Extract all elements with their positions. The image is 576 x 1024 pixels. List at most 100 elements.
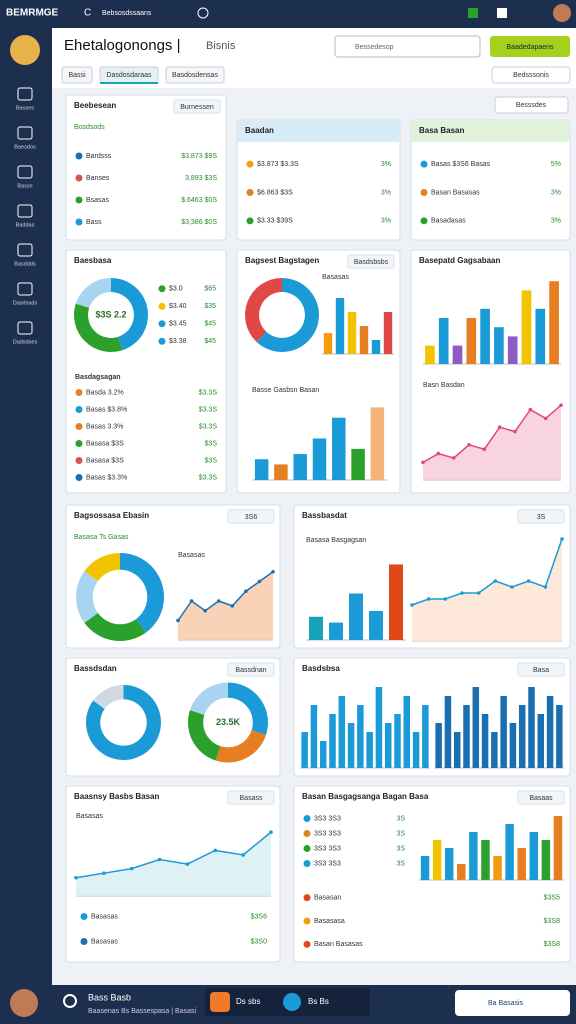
bar — [481, 714, 489, 768]
action-icon[interactable] — [283, 993, 301, 1011]
bar — [359, 326, 369, 354]
card-action[interactable] — [347, 254, 395, 269]
bar — [338, 696, 346, 768]
search-box[interactable] — [334, 35, 481, 58]
nav-icon[interactable] — [17, 165, 33, 179]
sidebar — [0, 28, 52, 1024]
nav-label[interactable]: Baesdos — [14, 144, 36, 150]
nav-label[interactable]: Basse — [17, 183, 32, 189]
nav-label[interactable]: Baddas — [16, 222, 35, 228]
search-icon[interactable] — [63, 994, 77, 1008]
user-avatar[interactable] — [553, 4, 571, 22]
row-value: $3.3S — [199, 406, 218, 413]
card-action-label[interactable]: 3S — [537, 514, 546, 521]
tab[interactable] — [61, 66, 93, 84]
bar — [412, 732, 420, 768]
nav-icon[interactable] — [17, 321, 33, 335]
tab-label[interactable]: Bassi — [68, 72, 86, 79]
app-icon[interactable] — [468, 8, 478, 18]
card-action-label[interactable]: Basaas — [529, 795, 553, 802]
profile-avatar[interactable] — [10, 35, 40, 65]
row-label: $3.873 $3.3S — [257, 161, 299, 168]
primary-button[interactable] — [490, 36, 570, 57]
bar — [329, 622, 343, 640]
donut-segment — [75, 278, 111, 308]
bar — [546, 696, 554, 768]
card-action[interactable] — [227, 662, 275, 677]
filter-button[interactable] — [491, 66, 571, 84]
bar — [438, 318, 449, 364]
point — [543, 585, 548, 589]
status-icon[interactable] — [197, 7, 209, 19]
nav-icon[interactable] — [17, 87, 33, 101]
row-value: 3% — [551, 218, 561, 225]
card-action[interactable] — [517, 662, 565, 677]
bar — [521, 290, 532, 364]
row-icon — [420, 217, 428, 225]
card-action[interactable] — [517, 509, 565, 524]
card — [65, 249, 227, 494]
donut-segment — [120, 553, 164, 633]
row-label: 3S3 3S3 — [314, 830, 341, 837]
card-action-label[interactable]: Bassdnan — [235, 667, 266, 674]
bar — [422, 705, 429, 768]
area — [76, 832, 271, 896]
card-action[interactable] — [517, 790, 565, 805]
row-value: 3% — [381, 161, 391, 168]
card-title: Bassbasdat — [302, 511, 347, 520]
row-icon — [75, 440, 83, 447]
card-action-label[interactable]: Basdsbsbs — [354, 259, 389, 266]
nav-label[interactable]: Basses — [16, 105, 34, 111]
card-action[interactable] — [227, 790, 275, 805]
card-action-label[interactable]: Basass — [240, 795, 263, 802]
point — [543, 416, 548, 421]
bar — [383, 312, 393, 354]
point — [460, 591, 464, 595]
action-icon[interactable] — [210, 992, 230, 1012]
row-label: Basan Basasas — [431, 189, 480, 196]
tab-label[interactable]: Dasdosdaraas — [106, 72, 152, 79]
row-value: $3S — [205, 457, 218, 464]
filter-button[interactable] — [494, 96, 569, 114]
row-label: 3S3 3S3 — [314, 845, 341, 852]
donut-segment — [84, 553, 120, 581]
help-button[interactable] — [455, 990, 570, 1016]
chart-title: Basasas — [76, 813, 103, 820]
point — [271, 569, 275, 574]
card-action-label[interactable]: Burnessen — [180, 104, 214, 111]
donut-segment — [215, 730, 267, 763]
point — [482, 447, 487, 452]
app-icon[interactable] — [497, 8, 507, 18]
action-label[interactable]: Ds sbs — [236, 997, 260, 1006]
row-label: Bass — [86, 219, 102, 226]
point — [476, 591, 481, 595]
nav-icon[interactable] — [17, 243, 33, 257]
nav-label[interactable]: Dasdsads — [13, 300, 38, 306]
row-label: 3S3 3S3 — [314, 815, 341, 822]
card-action-label[interactable]: Basa — [533, 667, 549, 674]
nav-label[interactable]: Basddds — [14, 261, 36, 267]
row-label: 3S3 3S3 — [314, 860, 341, 867]
card-subtitle: Bosdsods — [74, 124, 105, 131]
tab[interactable] — [165, 66, 225, 84]
bottom-avatar[interactable] — [10, 989, 38, 1017]
nav-label[interactable]: Dadsdses — [13, 339, 38, 345]
nav-icon[interactable] — [17, 282, 33, 296]
card-action[interactable] — [227, 509, 275, 524]
bar — [469, 832, 478, 880]
card-action[interactable] — [173, 99, 221, 114]
nav-icon[interactable] — [17, 204, 33, 218]
point — [176, 618, 180, 623]
donut-segment — [86, 685, 162, 760]
nav-icon[interactable] — [17, 126, 33, 140]
line — [177, 571, 274, 621]
card-action-label[interactable]: 3S6 — [245, 514, 258, 521]
back-icon[interactable]: C — [84, 8, 91, 19]
donut-segment — [256, 278, 319, 352]
action-label[interactable]: Bs Bs — [308, 997, 329, 1006]
row-icon — [75, 196, 83, 204]
row-icon — [75, 423, 83, 430]
row-value: $3S6 — [251, 913, 267, 920]
tab-label[interactable]: Basdosdensas — [172, 72, 218, 79]
workspace-tab[interactable]: Bebsosdssaans — [102, 10, 152, 17]
